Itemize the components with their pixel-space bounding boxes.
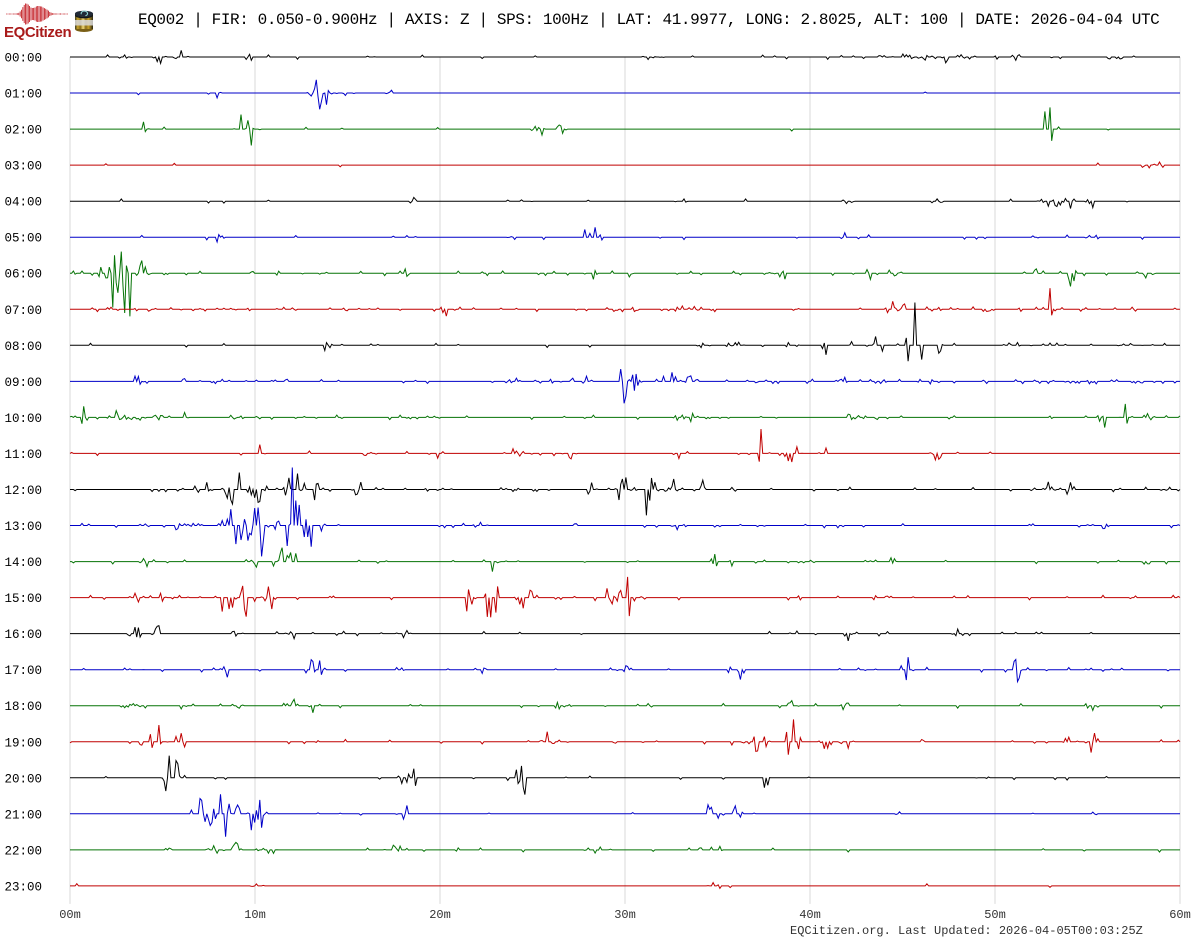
svg-text:15:00: 15:00	[4, 592, 42, 606]
svg-text:08:00: 08:00	[4, 340, 42, 354]
svg-text:06:00: 06:00	[4, 268, 42, 282]
svg-text:17:00: 17:00	[4, 664, 42, 678]
svg-text:10m: 10m	[244, 908, 266, 922]
svg-text:23:00: 23:00	[4, 880, 42, 894]
svg-text:01:00: 01:00	[4, 88, 42, 102]
svg-text:02:00: 02:00	[4, 124, 42, 138]
svg-text:09:00: 09:00	[4, 376, 42, 390]
svg-text:11:00: 11:00	[4, 448, 42, 462]
svg-text:30m: 30m	[614, 908, 636, 922]
svg-text:19:00: 19:00	[4, 736, 42, 750]
svg-text:22:00: 22:00	[4, 844, 42, 858]
svg-text:40m: 40m	[799, 908, 821, 922]
svg-text:12:00: 12:00	[4, 484, 42, 498]
svg-text:20:00: 20:00	[4, 772, 42, 786]
svg-text:60m: 60m	[1169, 908, 1191, 922]
svg-text:14:00: 14:00	[4, 556, 42, 570]
svg-text:00:00: 00:00	[4, 52, 42, 66]
svg-text:03:00: 03:00	[4, 160, 42, 174]
svg-text:16:00: 16:00	[4, 628, 42, 642]
svg-text:50m: 50m	[984, 908, 1006, 922]
svg-text:13:00: 13:00	[4, 520, 42, 534]
svg-text:21:00: 21:00	[4, 808, 42, 822]
svg-text:05:00: 05:00	[4, 232, 42, 246]
svg-text:07:00: 07:00	[4, 304, 42, 318]
svg-text:18:00: 18:00	[4, 700, 42, 714]
svg-text:04:00: 04:00	[4, 196, 42, 210]
svg-text:00m: 00m	[59, 908, 81, 922]
svg-text:10:00: 10:00	[4, 412, 42, 426]
svg-text:20m: 20m	[429, 908, 451, 922]
